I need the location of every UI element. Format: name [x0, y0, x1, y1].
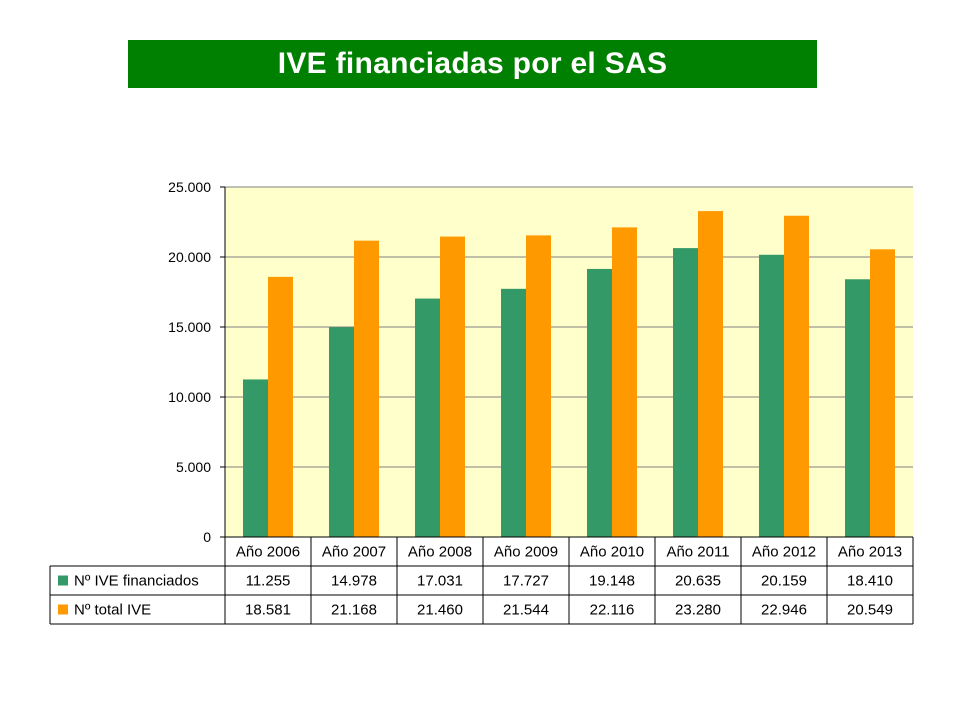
data-label: 18.410 [847, 573, 893, 590]
bar-ive-financiados [415, 298, 440, 537]
bar-total-ive [354, 240, 379, 537]
bar-total-ive [268, 276, 293, 537]
bar-total-ive [698, 211, 723, 537]
data-label: 23.280 [675, 602, 721, 619]
bar-ive-financiados [587, 268, 612, 537]
x-category-label: Año 2007 [322, 544, 386, 561]
bar-ive-financiados [243, 379, 268, 537]
legend-key [58, 575, 68, 586]
legend-label: Nº IVE financiados [74, 573, 199, 590]
y-tick-label: 5.000 [176, 459, 211, 475]
data-label: 20.159 [761, 573, 807, 590]
data-label: 18.581 [245, 602, 291, 619]
x-category-label: Año 2012 [752, 544, 816, 561]
bar-ive-financiados [845, 279, 870, 537]
bar-total-ive [440, 236, 465, 537]
data-label: 22.116 [590, 602, 635, 619]
x-category-label: Año 2010 [580, 544, 644, 561]
y-tick-label: 0 [203, 529, 211, 545]
plot-area [225, 187, 913, 537]
data-label: 17.031 [417, 573, 463, 590]
data-label: 22.946 [761, 602, 807, 619]
title-banner: IVE financiadas por el SAS [128, 40, 817, 88]
x-category-label: Año 2006 [236, 544, 300, 561]
y-tick-label: 20.000 [168, 249, 211, 265]
data-label: 21.460 [417, 602, 463, 619]
x-category-label: Año 2009 [494, 544, 558, 561]
bar-ive-financiados [501, 288, 526, 537]
data-label: 21.168 [331, 602, 377, 619]
bar-ive-financiados [673, 248, 698, 538]
data-label: 20.635 [675, 573, 721, 590]
bar-total-ive [784, 215, 809, 538]
x-category-label: Año 2013 [838, 544, 902, 561]
data-label: 21.544 [503, 602, 549, 619]
data-label: 19.148 [589, 573, 635, 590]
bar-total-ive [526, 235, 551, 537]
data-label: 17.727 [503, 573, 549, 590]
legend-label: Nº total IVE [74, 602, 151, 619]
data-label: 20.549 [847, 602, 893, 619]
legend-key [58, 604, 68, 615]
y-tick-label: 15.000 [168, 319, 211, 335]
x-category-label: Año 2011 [666, 544, 729, 561]
bar-total-ive [870, 249, 895, 537]
bar-ive-financiados [759, 254, 784, 538]
data-label: 14.978 [331, 573, 377, 590]
bar-ive-financiados [329, 327, 354, 537]
chart-title: IVE financiadas por el SAS [277, 47, 668, 80]
bar-total-ive [612, 227, 637, 537]
x-category-label: Año 2008 [408, 544, 472, 561]
data-label: 11.255 [246, 573, 291, 590]
y-tick-label: 25.000 [168, 179, 211, 195]
y-tick-label: 10.000 [168, 389, 211, 405]
